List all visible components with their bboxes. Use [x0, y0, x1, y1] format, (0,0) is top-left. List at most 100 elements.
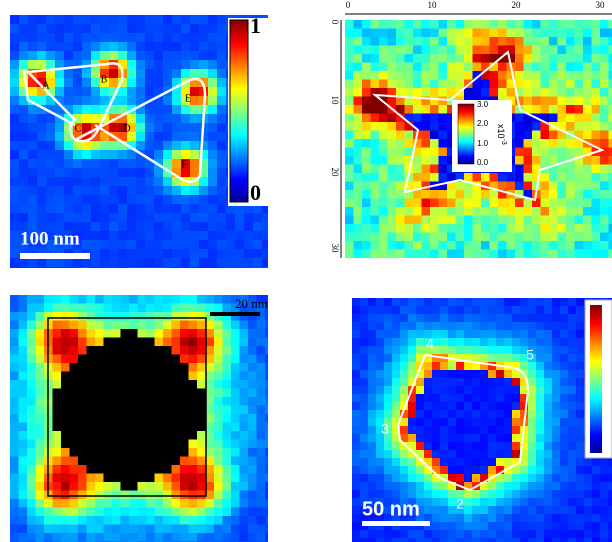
pixel	[214, 338, 223, 347]
pixel	[575, 216, 584, 225]
pixel	[360, 314, 369, 323]
pixel	[82, 222, 92, 232]
pixel	[552, 514, 561, 523]
pixel	[240, 516, 249, 525]
pixel	[354, 80, 363, 89]
pixel	[129, 491, 138, 500]
pixel	[197, 533, 206, 542]
pixel	[70, 329, 79, 338]
pixel	[498, 80, 507, 89]
point-label: 4	[426, 336, 434, 352]
pixel	[541, 241, 550, 250]
pixel	[371, 46, 380, 55]
pixel	[544, 474, 553, 483]
pixel	[37, 258, 47, 268]
pixel	[504, 322, 513, 331]
pixel	[257, 457, 266, 466]
pixel	[109, 33, 119, 43]
pixel	[536, 378, 545, 387]
pixel	[440, 322, 449, 331]
pixel	[536, 498, 545, 507]
pixel	[549, 250, 558, 259]
pixel	[27, 295, 36, 304]
pixel	[422, 80, 431, 89]
pixel	[600, 131, 609, 140]
pixel	[566, 105, 575, 114]
pixel	[432, 490, 441, 499]
pixel	[496, 370, 505, 379]
pixel	[515, 182, 524, 191]
pixel	[27, 338, 36, 347]
pixel	[480, 370, 489, 379]
pixel	[541, 190, 550, 199]
pixel	[154, 249, 164, 259]
pixel	[129, 355, 138, 364]
pixel	[379, 46, 388, 55]
pixel	[524, 224, 533, 233]
pixel	[87, 372, 96, 381]
pixel	[217, 78, 227, 88]
pixel	[240, 338, 249, 347]
pixel	[10, 195, 20, 205]
pixel	[44, 499, 53, 508]
point-label: E	[185, 93, 191, 104]
pixel	[100, 177, 110, 187]
pixel	[87, 423, 96, 432]
y-tick-label: 10	[330, 96, 340, 106]
pixel	[592, 29, 601, 38]
pixel	[490, 199, 499, 208]
pixel	[515, 114, 524, 123]
pixel	[600, 63, 609, 72]
pixel	[464, 190, 473, 199]
pixel	[392, 362, 401, 371]
pixel	[146, 312, 155, 321]
pixel	[490, 80, 499, 89]
pixel	[424, 530, 433, 539]
pixel	[352, 426, 361, 435]
pixel	[129, 448, 138, 457]
pixel	[536, 402, 545, 411]
pixel	[104, 346, 113, 355]
pixel	[19, 355, 28, 364]
pixel	[240, 482, 249, 491]
pixel	[61, 372, 70, 381]
pixel	[127, 249, 137, 259]
pixel	[257, 499, 266, 508]
pixel	[78, 346, 87, 355]
pixel	[73, 24, 83, 34]
pixel	[163, 389, 172, 398]
pixel	[549, 131, 558, 140]
pixel	[82, 159, 92, 169]
pixel	[447, 233, 456, 242]
pixel	[248, 346, 257, 355]
pixel	[558, 199, 567, 208]
pixel	[558, 250, 567, 259]
pixel	[524, 63, 533, 72]
pixel	[498, 233, 507, 242]
pixel	[396, 54, 405, 63]
pixel	[138, 533, 147, 542]
pixel	[73, 15, 83, 25]
pixel	[257, 508, 266, 517]
pixel	[87, 304, 96, 313]
pixel	[528, 338, 537, 347]
pixel	[127, 177, 137, 187]
pixel	[64, 168, 74, 178]
pixel	[432, 458, 441, 467]
pixel	[265, 312, 274, 321]
pixel	[214, 491, 223, 500]
pixel	[379, 216, 388, 225]
pixel	[408, 426, 417, 435]
pixel	[512, 474, 521, 483]
pixel	[544, 506, 553, 515]
pixel	[568, 426, 577, 435]
pixel	[392, 466, 401, 475]
pixel	[104, 465, 113, 474]
pixel	[609, 54, 612, 63]
pixel	[53, 474, 62, 483]
pixel	[432, 378, 441, 387]
pixel	[439, 122, 448, 131]
pixel	[155, 465, 164, 474]
pixel	[376, 306, 385, 315]
pixel	[155, 457, 164, 466]
